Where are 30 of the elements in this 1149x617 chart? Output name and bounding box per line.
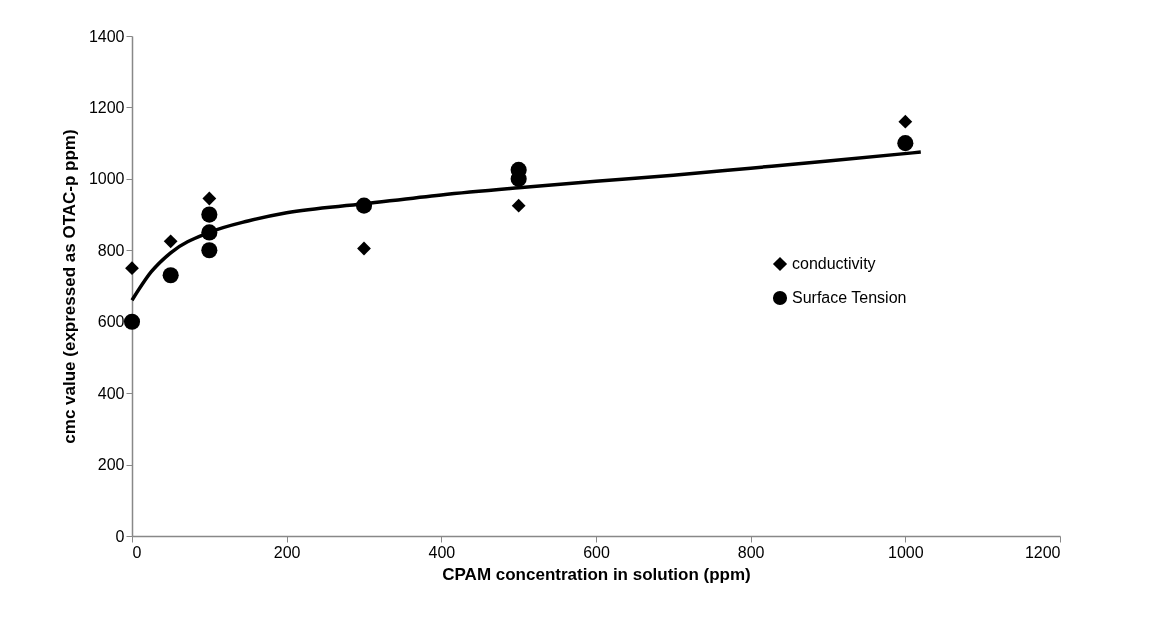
y-tick-label: 1400 (88, 27, 125, 45)
legend-label: conductivity (792, 255, 876, 272)
legend-label: Surface Tension (792, 289, 907, 306)
y-tick-label: 400 (97, 384, 125, 402)
point (201, 242, 218, 259)
x-tick-label: 1200 (1024, 543, 1061, 561)
y-axis-title: cmc value (expressed as OTAC-p ppm) (59, 129, 79, 444)
y-tick-label: 200 (97, 456, 125, 474)
x-tick-label: 400 (428, 543, 456, 561)
x-tick-label: 200 (273, 543, 301, 561)
point (511, 198, 526, 213)
y-tick-label: 1200 (88, 98, 125, 116)
point (897, 135, 914, 152)
point (201, 206, 218, 223)
point (357, 241, 371, 256)
point (123, 313, 141, 330)
point (163, 234, 178, 249)
y-tick-label: 600 (97, 313, 125, 331)
x-axis-title: CPAM concentration in solution (ppm) (442, 564, 751, 584)
point (202, 191, 217, 206)
x-tick-label: 1000 (888, 543, 924, 561)
x-tick-label: 800 (737, 543, 765, 561)
point (125, 261, 139, 276)
point (162, 267, 179, 284)
y-tick-label: 800 (97, 241, 125, 259)
point (898, 114, 913, 129)
y-tick-label: 1000 (88, 170, 125, 188)
y-tick-label: 0 (115, 527, 125, 545)
x-tick-label: 0 (132, 543, 142, 561)
x-tick-label: 600 (583, 543, 610, 561)
